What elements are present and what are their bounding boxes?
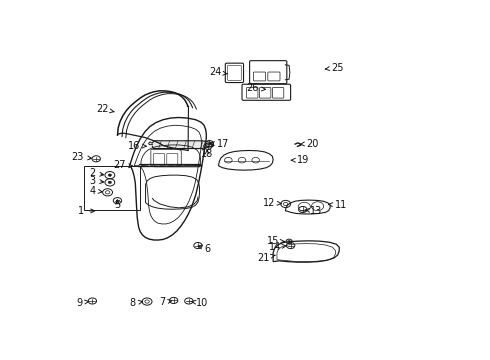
Text: 10: 10 <box>191 298 209 308</box>
Circle shape <box>108 181 112 184</box>
Polygon shape <box>152 141 213 149</box>
Text: 12: 12 <box>264 198 281 208</box>
Text: 7: 7 <box>159 297 172 307</box>
Text: 3: 3 <box>89 176 104 186</box>
Text: 19: 19 <box>291 155 309 165</box>
Text: 11: 11 <box>329 201 347 210</box>
Text: 21: 21 <box>257 253 275 263</box>
Text: 23: 23 <box>72 152 92 162</box>
Text: 4: 4 <box>89 186 102 196</box>
Text: 18: 18 <box>201 149 213 159</box>
Text: 26: 26 <box>246 83 266 93</box>
Text: 9: 9 <box>76 298 89 308</box>
Text: 14: 14 <box>270 242 287 252</box>
Text: 5: 5 <box>114 199 121 210</box>
Text: 22: 22 <box>96 104 114 114</box>
Text: 27: 27 <box>113 160 133 170</box>
Text: 8: 8 <box>129 298 143 308</box>
Text: 2: 2 <box>89 168 104 179</box>
Circle shape <box>108 174 112 176</box>
Text: 15: 15 <box>267 237 285 246</box>
Text: 6: 6 <box>198 244 211 254</box>
Text: 20: 20 <box>300 139 318 149</box>
Text: 1: 1 <box>78 206 95 216</box>
Text: 16: 16 <box>128 141 147 151</box>
Text: 24: 24 <box>209 67 227 77</box>
Text: 17: 17 <box>210 139 229 149</box>
Text: 13: 13 <box>305 206 322 216</box>
Polygon shape <box>139 164 202 167</box>
Text: 25: 25 <box>325 63 343 73</box>
